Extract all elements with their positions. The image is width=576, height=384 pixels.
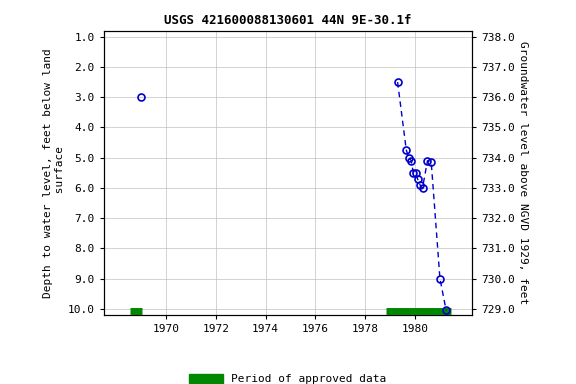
Legend: Period of approved data: Period of approved data — [185, 369, 391, 384]
Y-axis label: Depth to water level, feet below land
 surface: Depth to water level, feet below land su… — [43, 48, 65, 298]
Title: USGS 421600088130601 44N 9E-30.1f: USGS 421600088130601 44N 9E-30.1f — [164, 14, 412, 27]
Y-axis label: Groundwater level above NGVD 1929, feet: Groundwater level above NGVD 1929, feet — [518, 41, 528, 305]
